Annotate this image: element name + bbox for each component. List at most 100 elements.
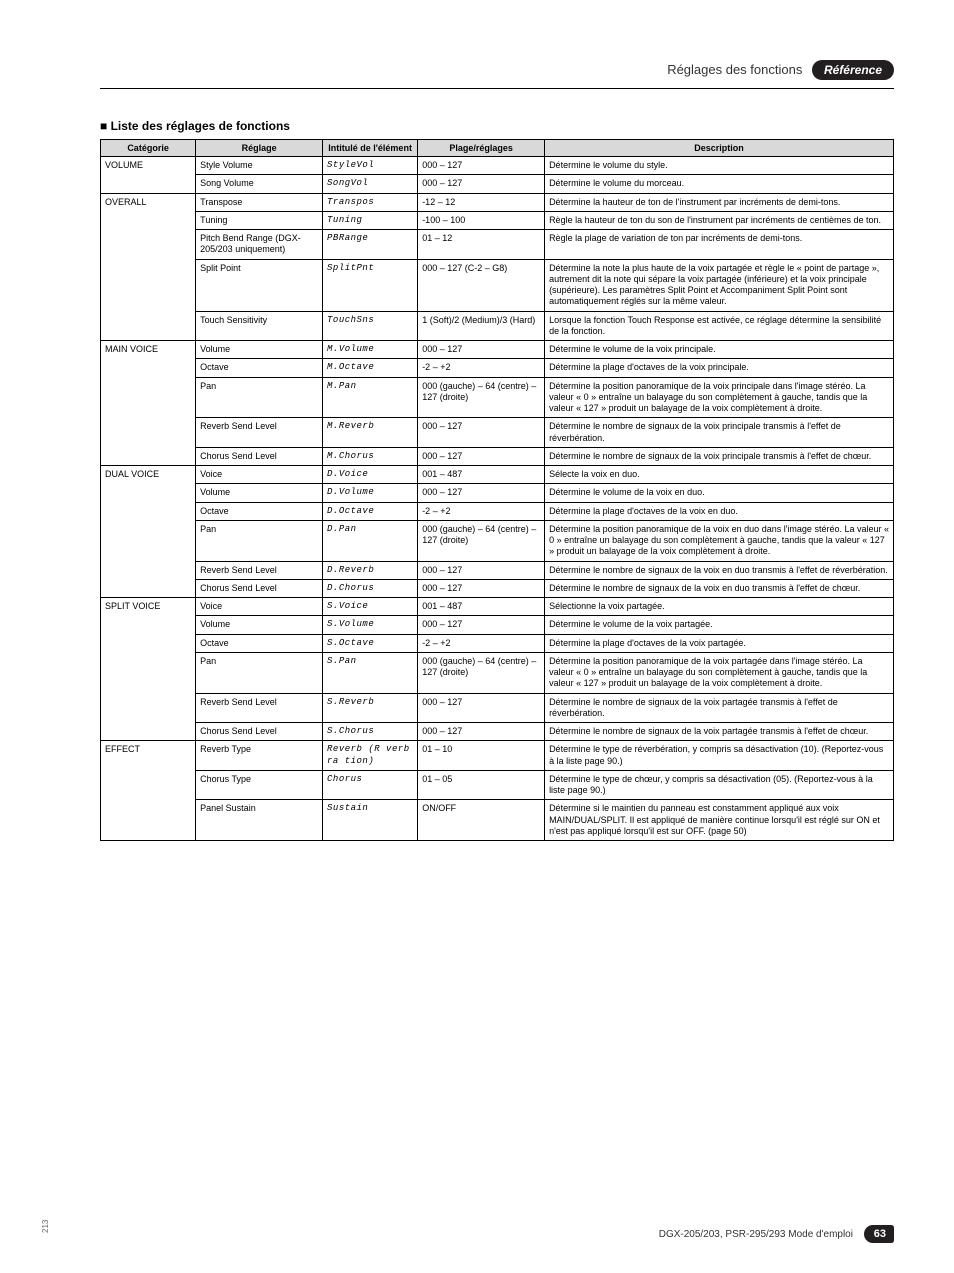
range-cell: 01 – 05 bbox=[418, 770, 545, 800]
description-cell: Sélectionne la voix partagée. bbox=[545, 598, 894, 616]
item-cell: M.Octave bbox=[323, 359, 418, 377]
item-cell: S.Reverb bbox=[323, 693, 418, 723]
setting-cell: Split Point bbox=[196, 259, 323, 311]
setting-cell: Reverb Type bbox=[196, 741, 323, 771]
description-cell: Détermine le nombre de signaux de la voi… bbox=[545, 693, 894, 723]
item-cell: S.Volume bbox=[323, 616, 418, 634]
header-rule bbox=[100, 88, 894, 89]
item-cell: StyleVol bbox=[323, 157, 418, 175]
range-cell: 01 – 12 bbox=[418, 230, 545, 260]
range-cell: 000 – 127 bbox=[418, 418, 545, 448]
range-cell: 000 – 127 (C-2 – G8) bbox=[418, 259, 545, 311]
setting-cell: Reverb Send Level bbox=[196, 693, 323, 723]
item-cell: Transpos bbox=[323, 193, 418, 211]
col-header-description: Description bbox=[545, 140, 894, 157]
table-row: PanS.Pan000 (gauche) – 64 (centre) – 127… bbox=[101, 652, 894, 693]
range-cell: 000 – 127 bbox=[418, 561, 545, 579]
description-cell: Détermine le nombre de signaux de la voi… bbox=[545, 723, 894, 741]
setting-cell: Style Volume bbox=[196, 157, 323, 175]
table-row: EFFECTReverb TypeReverb (R verb ra tion)… bbox=[101, 741, 894, 771]
range-cell: -2 – +2 bbox=[418, 359, 545, 377]
setting-cell: Chorus Type bbox=[196, 770, 323, 800]
description-cell: Détermine la position panoramique de la … bbox=[545, 377, 894, 418]
item-cell: D.Chorus bbox=[323, 579, 418, 597]
table-row: OctaveS.Octave-2 – +2Détermine la plage … bbox=[101, 634, 894, 652]
description-cell: Règle la plage de variation de ton par i… bbox=[545, 230, 894, 260]
item-cell: S.Pan bbox=[323, 652, 418, 693]
range-cell: -2 – +2 bbox=[418, 502, 545, 520]
setting-cell: Pan bbox=[196, 377, 323, 418]
table-row: Chorus Send LevelS.Chorus000 – 127Déterm… bbox=[101, 723, 894, 741]
range-cell: 000 – 127 bbox=[418, 616, 545, 634]
function-settings-table: Catégorie Réglage Intitulé de l'élément … bbox=[100, 139, 894, 841]
item-cell: TouchSns bbox=[323, 311, 418, 341]
description-cell: Règle la hauteur de ton du son de l'inst… bbox=[545, 211, 894, 229]
description-cell: Détermine le nombre de signaux de la voi… bbox=[545, 579, 894, 597]
table-row: PanM.Pan000 (gauche) – 64 (centre) – 127… bbox=[101, 377, 894, 418]
item-cell: SongVol bbox=[323, 175, 418, 193]
item-cell: D.Voice bbox=[323, 466, 418, 484]
col-header-setting: Réglage bbox=[196, 140, 323, 157]
description-cell: Détermine le type de chœur, y compris sa… bbox=[545, 770, 894, 800]
table-row: DUAL VOICEVoiceD.Voice001 – 487Sélecte l… bbox=[101, 466, 894, 484]
section-title: Liste des réglages de fonctions bbox=[100, 119, 894, 133]
range-cell: -100 – 100 bbox=[418, 211, 545, 229]
setting-cell: Octave bbox=[196, 634, 323, 652]
setting-cell: Voice bbox=[196, 598, 323, 616]
range-cell: 1 (Soft)/2 (Medium)/3 (Hard) bbox=[418, 311, 545, 341]
setting-cell: Pan bbox=[196, 520, 323, 561]
header-title: Réglages des fonctions bbox=[667, 62, 802, 77]
table-row: VolumeS.Volume000 – 127Détermine le volu… bbox=[101, 616, 894, 634]
description-cell: Détermine le nombre de signaux de la voi… bbox=[545, 561, 894, 579]
setting-cell: Voice bbox=[196, 466, 323, 484]
col-header-category: Catégorie bbox=[101, 140, 196, 157]
item-cell: SplitPnt bbox=[323, 259, 418, 311]
table-row: OctaveD.Octave-2 – +2Détermine la plage … bbox=[101, 502, 894, 520]
range-cell: 001 – 487 bbox=[418, 466, 545, 484]
table-header-row: Catégorie Réglage Intitulé de l'élément … bbox=[101, 140, 894, 157]
setting-cell: Tuning bbox=[196, 211, 323, 229]
reference-pill: Référence bbox=[812, 60, 894, 80]
description-cell: Détermine le volume de la voix en duo. bbox=[545, 484, 894, 502]
page-header: Réglages des fonctions Référence bbox=[100, 60, 894, 80]
description-cell: Détermine le volume de la voix principal… bbox=[545, 341, 894, 359]
col-header-item: Intitulé de l'élément bbox=[323, 140, 418, 157]
table-row: VolumeD.Volume000 – 127Détermine le volu… bbox=[101, 484, 894, 502]
setting-cell: Reverb Send Level bbox=[196, 561, 323, 579]
setting-cell: Pitch Bend Range (DGX-205/203 uniquement… bbox=[196, 230, 323, 260]
table-row: PanD.Pan000 (gauche) – 64 (centre) – 127… bbox=[101, 520, 894, 561]
item-cell: M.Chorus bbox=[323, 447, 418, 465]
item-cell: S.Voice bbox=[323, 598, 418, 616]
setting-cell: Octave bbox=[196, 502, 323, 520]
category-cell: SPLIT VOICE bbox=[101, 598, 196, 741]
item-cell: Sustain bbox=[323, 800, 418, 841]
category-cell: VOLUME bbox=[101, 157, 196, 194]
range-cell: 000 – 127 bbox=[418, 484, 545, 502]
range-cell: 000 (gauche) – 64 (centre) – 127 (droite… bbox=[418, 652, 545, 693]
table-row: Split PointSplitPnt000 – 127 (C-2 – G8)D… bbox=[101, 259, 894, 311]
setting-cell: Panel Sustain bbox=[196, 800, 323, 841]
setting-cell: Chorus Send Level bbox=[196, 579, 323, 597]
page-footer: DGX-205/203, PSR-295/293 Mode d'emploi 6… bbox=[659, 1225, 894, 1243]
range-cell: 000 (gauche) – 64 (centre) – 127 (droite… bbox=[418, 520, 545, 561]
range-cell: 000 – 127 bbox=[418, 175, 545, 193]
range-cell: 000 – 127 bbox=[418, 579, 545, 597]
side-page-number: 213 bbox=[41, 1220, 50, 1233]
item-cell: M.Reverb bbox=[323, 418, 418, 448]
setting-cell: Touch Sensitivity bbox=[196, 311, 323, 341]
setting-cell: Volume bbox=[196, 484, 323, 502]
range-cell: ON/OFF bbox=[418, 800, 545, 841]
table-row: OVERALLTransposeTranspos-12 – 12Détermin… bbox=[101, 193, 894, 211]
range-cell: 000 – 127 bbox=[418, 723, 545, 741]
range-cell: 000 – 127 bbox=[418, 447, 545, 465]
range-cell: 000 – 127 bbox=[418, 157, 545, 175]
item-cell: D.Volume bbox=[323, 484, 418, 502]
category-cell: MAIN VOICE bbox=[101, 341, 196, 466]
description-cell: Détermine la position panoramique de la … bbox=[545, 520, 894, 561]
setting-cell: Chorus Send Level bbox=[196, 447, 323, 465]
item-cell: S.Chorus bbox=[323, 723, 418, 741]
item-cell: M.Volume bbox=[323, 341, 418, 359]
description-cell: Lorsque la fonction Touch Response est a… bbox=[545, 311, 894, 341]
description-cell: Détermine la plage d'octaves de la voix … bbox=[545, 502, 894, 520]
page-number-badge: 63 bbox=[864, 1225, 894, 1243]
